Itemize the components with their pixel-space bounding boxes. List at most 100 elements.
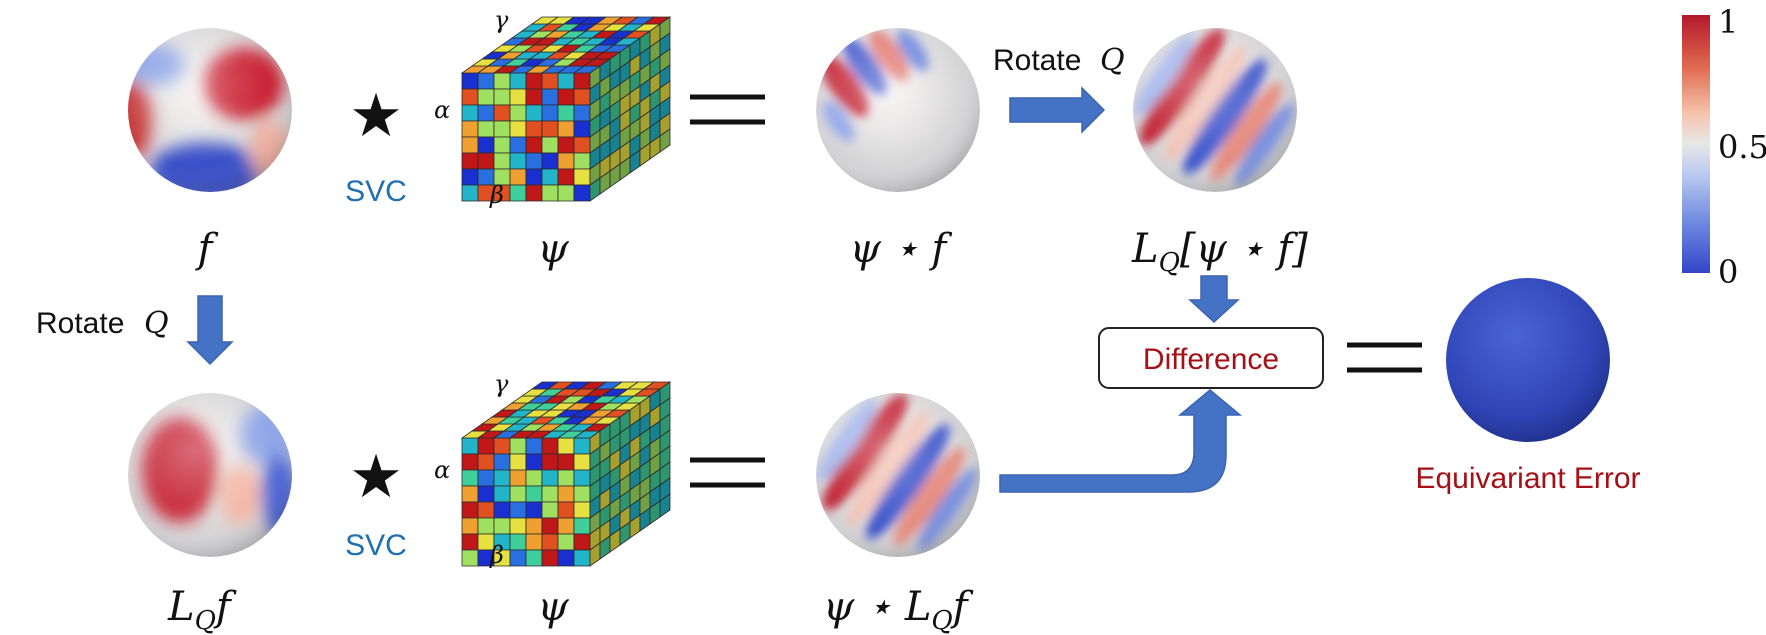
kernel-voxel [541, 168, 559, 186]
rotate-arrow-down [186, 295, 234, 366]
kernel-voxel [509, 184, 527, 202]
kernel-voxel [573, 517, 591, 535]
kernel-voxel [493, 136, 511, 154]
kernel-voxel [573, 469, 591, 487]
label-pslq-tail: f [950, 584, 974, 630]
label-pslq-sub: Q [931, 606, 952, 635]
kernel-voxel [541, 120, 559, 138]
kernel-bottom-alpha-label: α [434, 456, 450, 484]
kernel-voxel [557, 501, 575, 519]
kernel-voxel [541, 517, 559, 535]
kernel-voxel [573, 88, 591, 106]
label-lq-bracket: [ψ ⋆ f] [1180, 226, 1308, 272]
kernel-voxel [493, 437, 511, 455]
sphere-lq-f [128, 393, 292, 557]
sphere-f [128, 28, 292, 192]
kernel-voxel [461, 501, 479, 519]
kernel-voxel [659, 493, 671, 518]
equals-sign-top [690, 94, 765, 125]
kernel-voxel [525, 437, 543, 455]
kernel-cube-bottom [460, 381, 672, 567]
kernel-voxel [525, 517, 543, 535]
kernel-voxel [461, 437, 479, 455]
kernel-voxel [493, 469, 511, 487]
kernel-voxel [541, 184, 559, 202]
kernel-voxel [493, 152, 511, 170]
label-lq-sub: Q [1159, 248, 1180, 278]
label-psi-star-lq-f: ψ ⋆ LQf [823, 584, 974, 635]
label-lqf-L: L [167, 584, 195, 630]
rotate-label-left: Rotate [36, 307, 124, 340]
kernel-voxel [477, 88, 495, 106]
kernel-voxel [461, 152, 479, 170]
kernel-bottom-gamma-label: γ [494, 370, 509, 398]
kernel-voxel [461, 453, 479, 471]
kernel-voxel [573, 184, 591, 202]
kernel-voxel [509, 136, 527, 154]
kernel-voxel [477, 72, 495, 90]
kernel-voxel [525, 453, 543, 471]
kernel-voxel [541, 533, 559, 551]
kernel-voxel [509, 453, 527, 471]
kernel-voxel [461, 517, 479, 535]
sphere-psi-star-lq-f [816, 393, 980, 557]
kernel-voxel [659, 128, 671, 153]
kernel-voxel [525, 120, 543, 138]
kernel-voxel [541, 136, 559, 154]
kernel-voxel [557, 549, 575, 567]
sphere-psi-star-f [816, 28, 980, 192]
kernel-voxel [509, 88, 527, 106]
arrow-to-difference-bottom [999, 389, 1243, 493]
kernel-voxel [509, 501, 527, 519]
kernel-voxel [493, 485, 511, 503]
kernel-voxel [493, 453, 511, 471]
kernel-voxel [461, 549, 479, 567]
kernel-voxel [509, 533, 527, 551]
kernel-voxel [509, 469, 527, 487]
kernel-voxel [541, 437, 559, 455]
kernel-voxel [541, 453, 559, 471]
kernel-voxel [509, 72, 527, 90]
kernel-voxel [557, 104, 575, 122]
equivariant-error-label: Equivariant Error [1415, 462, 1640, 495]
label-lq-L: L [1131, 226, 1159, 272]
kernel-voxel [541, 152, 559, 170]
kernel-voxel [525, 136, 543, 154]
kernel-voxel [573, 152, 591, 170]
kernel-voxel [525, 104, 543, 122]
kernel-voxel [541, 485, 559, 503]
kernel-voxel [477, 453, 495, 471]
svc-label-bottom: SVC [345, 529, 407, 562]
kernel-top-gamma-label: γ [494, 6, 509, 34]
rotate-q-top: Q [1100, 43, 1125, 78]
kernel-top-alpha-label: α [434, 96, 450, 124]
kernel-voxel [477, 152, 495, 170]
difference-label: Difference [1143, 343, 1279, 376]
kernel-voxel [509, 120, 527, 138]
kernel-voxel [461, 136, 479, 154]
kernel-voxel [557, 517, 575, 535]
kernel-voxel [477, 120, 495, 138]
kernel-voxel [509, 549, 527, 567]
kernel-voxel [525, 485, 543, 503]
kernel-cube-top [460, 16, 672, 202]
colorbar-tick-0-5: 0.5 [1718, 128, 1766, 166]
kernel-voxel [525, 469, 543, 487]
kernel-voxel [573, 549, 591, 567]
kernel-voxel [461, 120, 479, 138]
kernel-voxel [493, 501, 511, 519]
label-psi-top: ψ [537, 226, 569, 272]
star-operator-top: ★ [349, 81, 403, 151]
kernel-voxel [573, 120, 591, 138]
label-lqf-tail: f [213, 584, 237, 630]
kernel-voxel [573, 168, 591, 186]
label-lqf-sub: Q [195, 606, 216, 635]
kernel-voxel [525, 501, 543, 519]
kernel-voxel [557, 533, 575, 551]
kernel-voxel [461, 184, 479, 202]
kernel-voxel [573, 453, 591, 471]
kernel-voxel [525, 152, 543, 170]
colorbar-tick-0: 0 [1718, 253, 1738, 291]
kernel-voxel [541, 549, 559, 567]
kernel-voxel [461, 72, 479, 90]
